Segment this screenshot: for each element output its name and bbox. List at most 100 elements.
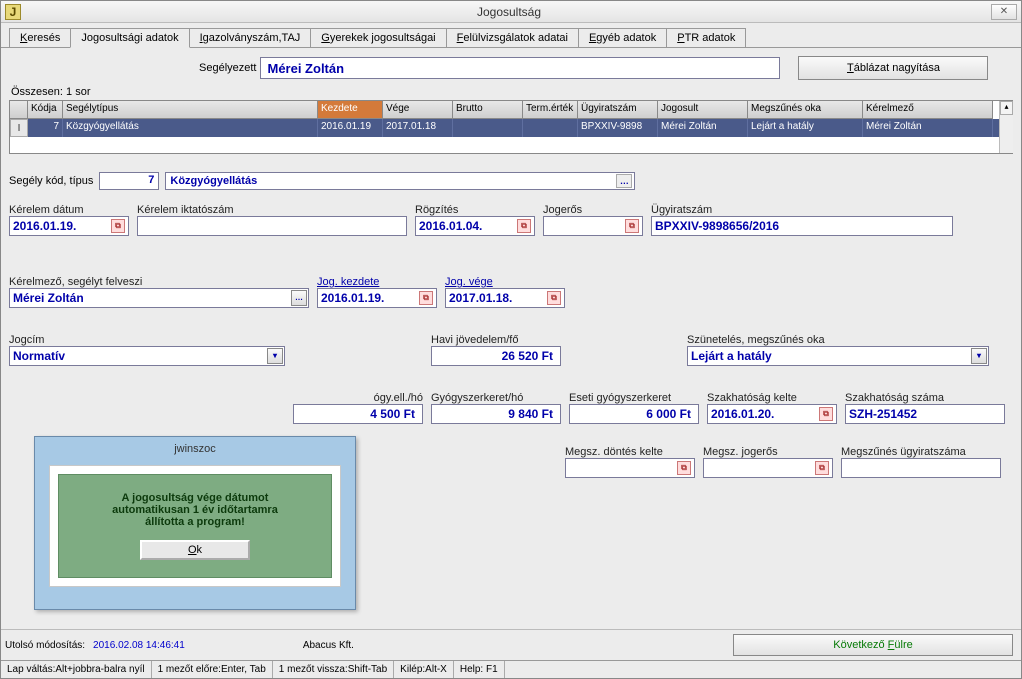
eseti-field[interactable]: 6 000 Ft [569, 404, 699, 424]
app-icon: J [5, 4, 21, 20]
jog-kezdete-field[interactable]: 2016.01.19. ⧉ [317, 288, 437, 308]
data-grid[interactable]: KódjaSegélytípusKezdeteVégeBruttoTerm.ér… [9, 100, 1013, 154]
jogeros-label: Jogerős [543, 204, 643, 216]
ellipsis-button[interactable]: … [291, 290, 307, 306]
calendar-icon[interactable]: ⧉ [111, 219, 125, 233]
ugyiratszam-label: Ügyiratszám [651, 204, 953, 216]
grid-vscroll[interactable]: ▴ [999, 101, 1013, 153]
havi-jov-field[interactable]: 26 520 Ft [431, 346, 561, 366]
ugyiratszam-field[interactable]: BPXXIV-9898656/2016 [651, 216, 953, 236]
jog-vege-field[interactable]: 2017.01.18. ⧉ [445, 288, 565, 308]
col-header[interactable]: Kérelmező [863, 101, 993, 119]
rogzites-field[interactable]: 2016.01.04. ⧉ [415, 216, 535, 236]
kerelem-iktato-field[interactable] [137, 216, 407, 236]
dialog-title: jwinszoc [35, 437, 355, 465]
row-count-label: Összesen: 1 sor [11, 86, 1013, 98]
szunet-label: Szünetelés, megszűnés oka [687, 334, 989, 346]
kerelem-datum-field[interactable]: 2016.01.19. ⧉ [9, 216, 129, 236]
col-header[interactable]: Ügyiratszám [578, 101, 658, 119]
abacus-label: Abacus Kft. [303, 640, 354, 651]
gyogyell-label: ógy.ell./hó [293, 392, 423, 404]
segely-kod-label: Segély kód, típus [9, 175, 93, 187]
megsz-ugyirat-label: Megszűnés ügyiratszáma [841, 446, 1001, 458]
szakh-szam-field[interactable]: SZH-251452 [845, 404, 1005, 424]
next-tab-button[interactable]: Következő Fülre [733, 634, 1013, 656]
table-enlarge-button[interactable]: Táblázat nagyítása [798, 56, 988, 80]
ellipsis-button[interactable]: … [616, 174, 632, 188]
col-header[interactable]: Kódja [28, 101, 63, 119]
gyogykeret-label: Gyógyszerkeret/hó [431, 392, 561, 404]
eseti-label: Eseti gyógyszerkeret [569, 392, 699, 404]
cell[interactable] [453, 119, 523, 137]
col-header[interactable]: Vége [383, 101, 453, 119]
status-cell: Help: F1 [454, 661, 505, 678]
col-header[interactable]: Segélytípus [63, 101, 318, 119]
calendar-icon[interactable]: ⧉ [677, 461, 691, 475]
cell[interactable]: 2016.01.19 [318, 119, 383, 137]
segely-tipus-field[interactable]: Közgyógyellátás … [165, 172, 635, 190]
rogzites-label: Rögzítés [415, 204, 535, 216]
cell[interactable] [523, 119, 578, 137]
tab-2[interactable]: Igazolványszám,TAJ [189, 28, 312, 47]
calendar-icon[interactable]: ⧉ [517, 219, 531, 233]
col-header[interactable]: Jogosult [658, 101, 748, 119]
jog-kezdete-label[interactable]: Jog. kezdete [317, 276, 437, 288]
cell[interactable]: BPXXIV-9898 [578, 119, 658, 137]
megsz-dontes-label: Megsz. döntés kelte [565, 446, 695, 458]
cell[interactable]: 7 [28, 119, 63, 137]
tab-0[interactable]: Keresés [9, 28, 71, 47]
calendar-icon[interactable]: ⧉ [625, 219, 639, 233]
kerelmezo-field[interactable]: Mérei Zoltán … [9, 288, 309, 308]
titlebar: J Jogosultság ✕ [1, 1, 1021, 23]
tab-5[interactable]: Egyéb adatok [578, 28, 667, 47]
calendar-icon[interactable]: ⧉ [815, 461, 829, 475]
cell[interactable]: Közgyógyellátás [63, 119, 318, 137]
tab-bar: KeresésJogosultsági adatokIgazolványszám… [1, 23, 1021, 48]
status-cell: Lap váltás:Alt+jobbra-balra nyíl [1, 661, 152, 678]
gyogykeret-field[interactable]: 9 840 Ft [431, 404, 561, 424]
ok-button[interactable]: Ok [140, 540, 250, 560]
status-bar: Lap váltás:Alt+jobbra-balra nyíl1 mezőt … [1, 660, 1021, 678]
utolso-timestamp: 2016.02.08 14:46:41 [93, 640, 185, 651]
info-dialog: jwinszoc A jogosultság vége dátumot auto… [34, 436, 356, 610]
cell[interactable]: Mérei Zoltán [863, 119, 993, 137]
close-button[interactable]: ✕ [991, 4, 1017, 20]
calendar-icon[interactable]: ⧉ [547, 291, 561, 305]
szakh-szam-label: Szakhatóság száma [845, 392, 1005, 404]
scroll-up-icon[interactable]: ▴ [1000, 101, 1013, 115]
cell[interactable]: 2017.01.18 [383, 119, 453, 137]
megsz-jogeros-field[interactable]: ⧉ [703, 458, 833, 478]
kerelem-iktato-label: Kérelem iktatószám [137, 204, 407, 216]
row-handle[interactable]: I [10, 119, 28, 137]
col-header[interactable]: Kezdete [318, 101, 383, 119]
chevron-down-icon[interactable]: ▾ [267, 348, 283, 364]
col-header[interactable]: Brutto [453, 101, 523, 119]
cell[interactable]: Lejárt a hatály [748, 119, 863, 137]
tab-1[interactable]: Jogosultsági adatok [70, 28, 189, 48]
segely-kod-field[interactable]: 7 [99, 172, 159, 190]
havi-jov-label: Havi jövedelem/fő [431, 334, 561, 346]
megsz-jogeros-label: Megsz. jogerős [703, 446, 833, 458]
window-title: Jogosultság [27, 5, 991, 19]
tab-6[interactable]: PTR adatok [666, 28, 746, 47]
jogeros-field[interactable]: ⧉ [543, 216, 643, 236]
chevron-down-icon[interactable]: ▾ [971, 348, 987, 364]
szakh-kelte-label: Szakhatóság kelte [707, 392, 837, 404]
calendar-icon[interactable]: ⧉ [819, 407, 833, 421]
jogcim-dropdown[interactable]: Normatív ▾ [9, 346, 285, 366]
jog-vege-label[interactable]: Jog. vége [445, 276, 565, 288]
segelyezett-name-field[interactable]: Mérei Zoltán [260, 57, 780, 79]
cell[interactable]: Mérei Zoltán [658, 119, 748, 137]
col-header[interactable]: Megszűnés oka [748, 101, 863, 119]
szakh-kelte-field[interactable]: 2016.01.20. ⧉ [707, 404, 837, 424]
szunet-dropdown[interactable]: Lejárt a hatály ▾ [687, 346, 989, 366]
status-cell: Kilép:Alt-X [394, 661, 454, 678]
tab-3[interactable]: Gyerekek jogosultságai [310, 28, 446, 47]
calendar-icon[interactable]: ⧉ [419, 291, 433, 305]
col-header[interactable]: Term.érték [523, 101, 578, 119]
tab-4[interactable]: Felülvizsgálatok adatai [446, 28, 579, 47]
megsz-ugyirat-field[interactable] [841, 458, 1001, 478]
gyogyell-field[interactable]: 4 500 Ft [293, 404, 423, 424]
megsz-dontes-field[interactable]: ⧉ [565, 458, 695, 478]
jogcim-label: Jogcím [9, 334, 285, 346]
